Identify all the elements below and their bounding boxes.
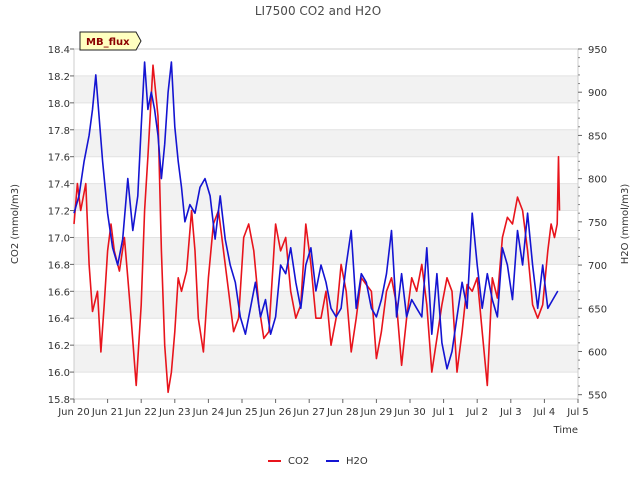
site-badge-shape	[79, 31, 142, 51]
right-axis-tick-label: 550	[588, 391, 607, 402]
grid-band	[74, 210, 578, 238]
grid-band	[74, 75, 578, 103]
right-axis-tick-label: 850	[588, 131, 607, 142]
x-axis-tick-label: Jun 21	[91, 407, 124, 418]
x-axis: Jun 20 Jun 21 Jun 22 Jun 23 Jun 24 Jun 25 Jun …	[57, 399, 589, 418]
series-layer	[73, 61, 561, 394]
left-axis-tick-label: 17.8	[48, 126, 70, 137]
legend-label-h2o: H2O	[346, 456, 368, 467]
x-axis-tick-label: Jun 24	[192, 407, 225, 418]
grid-band	[74, 49, 578, 76]
x-axis-tick-label: Jun 22	[124, 407, 157, 418]
legend: CO2 H2O	[268, 456, 368, 467]
grid-band	[74, 318, 578, 346]
x-axis-tick-label: Jun 25	[225, 407, 258, 418]
grid-band	[74, 183, 578, 211]
site-badge-label: MB_flux	[86, 37, 130, 48]
grid-band	[74, 345, 578, 373]
left-axis-tick-label: 15.8	[48, 395, 70, 406]
left-axis-tick-label: 16.6	[48, 287, 70, 298]
right-axis-tick-label: 700	[588, 261, 607, 272]
left-axis-tick-label: 16.8	[48, 260, 70, 271]
x-axis-tick-label: Jun 23	[158, 407, 191, 418]
x-axis-tick-label: Jun 26	[259, 407, 292, 418]
left-axis-tick-label: 18.4	[48, 45, 70, 56]
right-axis-tick-label: 900	[588, 88, 607, 99]
left-axis: 15.8 16.0 16.2 16.4 16.6 16.8 17.0 17.2 17.4 17.6…	[48, 45, 74, 406]
x-axis-tick-label: Jun 20	[57, 407, 90, 418]
right-axis-tick-label: 650	[588, 304, 607, 315]
left-axis-tick-label: 16.4	[48, 314, 70, 325]
y-axis-title-right: H2O (mmol/m3)	[620, 184, 631, 265]
x-axis-tick-label: Jul 2	[465, 407, 488, 418]
left-axis-tick-label: 16.2	[48, 341, 70, 352]
chart-title: LI7500 CO2 and H2O	[255, 4, 381, 18]
grid-band	[74, 156, 578, 184]
x-axis-tick-label: Jul 5	[566, 407, 589, 418]
series-line-co2	[73, 64, 561, 394]
left-axis-tick-label: 18.2	[48, 72, 70, 83]
left-axis-tick-label: 17.0	[48, 233, 70, 244]
x-axis-tick-label: Jul 3	[499, 407, 522, 418]
left-axis-tick-label: 17.2	[48, 207, 70, 218]
left-axis-tick-label: 17.6	[48, 153, 70, 164]
right-axis: 550 600 650 700 750 800 850 900 950	[578, 45, 607, 402]
left-axis-tick-label: 17.4	[48, 180, 70, 191]
y-axis-title-left: CO2 (mmol/m3)	[10, 184, 21, 264]
legend-label-co2: CO2	[288, 456, 309, 467]
left-axis-tick-label: 18.0	[48, 99, 70, 110]
x-axis-tick-label: Jul 4	[533, 407, 556, 418]
site-badge: MB_flux	[79, 31, 142, 51]
series-line-h2o	[73, 61, 559, 370]
right-axis-tick-label: 950	[588, 45, 607, 56]
grid-band	[74, 264, 578, 292]
grid-band	[74, 372, 578, 399]
right-axis-tick-label: 600	[588, 347, 607, 358]
left-axis-tick-label: 16.0	[48, 368, 70, 379]
right-axis-tick-label: 750	[588, 218, 607, 229]
x-axis-tick-label: Jun 27	[292, 407, 325, 418]
right-axis-tick-label: 800	[588, 175, 607, 186]
x-axis-title: Time	[553, 425, 578, 436]
x-axis-tick-label: Jul 1	[432, 407, 455, 418]
x-axis-tick-label: Jun 30	[393, 407, 426, 418]
x-axis-tick-label: Jun 29	[360, 407, 393, 418]
grid-band	[74, 237, 578, 265]
x-axis-tick-label: Jun 28	[326, 407, 359, 418]
plot-bands	[74, 49, 578, 400]
